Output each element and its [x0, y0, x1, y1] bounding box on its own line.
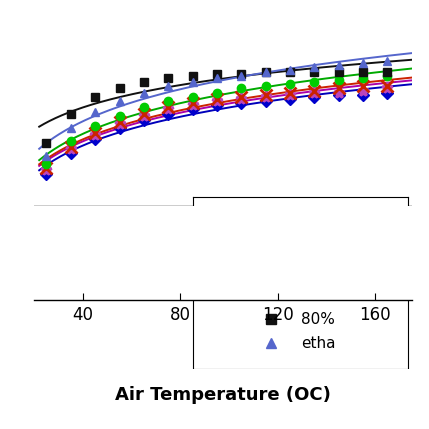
Line: water: water: [42, 88, 392, 178]
etha: [287, 67, 293, 72]
80%: [360, 69, 366, 74]
water: [117, 126, 122, 131]
etha: [312, 65, 317, 70]
60%: [287, 82, 293, 87]
80%: [190, 73, 195, 79]
20%: [360, 88, 366, 93]
etha: [44, 153, 49, 158]
60%: [360, 76, 366, 81]
60%: [214, 90, 220, 95]
80%: [287, 69, 293, 74]
60%: [336, 78, 341, 83]
20%: [312, 90, 317, 95]
40%: [287, 90, 293, 95]
40%: [190, 100, 195, 106]
40%: [214, 97, 220, 102]
water: [141, 118, 146, 123]
etha: [263, 69, 268, 74]
80%: [336, 69, 341, 74]
40%: [263, 92, 268, 97]
etha: [93, 109, 98, 114]
20%: [239, 97, 244, 102]
etha: [190, 80, 195, 85]
80%: [93, 94, 98, 100]
60%: [141, 105, 146, 110]
water: [190, 107, 195, 112]
water: [68, 151, 73, 156]
80%: [239, 71, 244, 76]
60%: [263, 84, 268, 89]
Line: 40%: 40%: [41, 81, 393, 174]
20%: [385, 86, 390, 91]
80%: [166, 76, 171, 81]
water: [312, 94, 317, 100]
20%: [44, 168, 49, 173]
80%: [44, 140, 49, 145]
40%: [117, 119, 122, 124]
60%: [239, 86, 244, 91]
40%: [360, 84, 366, 89]
40%: [93, 130, 98, 135]
40%: [385, 84, 390, 89]
80%: [312, 69, 317, 74]
etha: [360, 61, 366, 66]
water: [44, 172, 49, 177]
Line: etha: etha: [42, 57, 392, 160]
Line: 60%: 60%: [42, 72, 392, 168]
etha: [117, 99, 122, 104]
80%: [117, 86, 122, 91]
80%: [263, 69, 268, 74]
20%: [93, 132, 98, 137]
water: [166, 111, 171, 116]
60%: [117, 113, 122, 118]
20%: [117, 121, 122, 127]
water: [214, 103, 220, 108]
etha: [336, 63, 341, 68]
etha: [166, 84, 171, 89]
water: [239, 100, 244, 106]
60%: [312, 80, 317, 85]
water: [360, 92, 366, 97]
water: [263, 99, 268, 104]
water: [385, 90, 390, 95]
water: [93, 136, 98, 142]
20%: [141, 113, 146, 118]
60%: [93, 124, 98, 129]
20%: [68, 147, 73, 152]
40%: [239, 94, 244, 100]
60%: [68, 138, 73, 143]
60%: [44, 161, 49, 166]
etha: [214, 76, 220, 81]
etha: [141, 90, 146, 95]
Line: 80%: 80%: [42, 67, 392, 147]
60%: [385, 73, 390, 79]
80%: [214, 71, 220, 76]
20%: [263, 94, 268, 100]
40%: [44, 166, 49, 171]
Legend: water, 20%, 40%, 60%, 80%, etha: water, 20%, 40%, 60%, 80%, etha: [243, 203, 357, 363]
80%: [68, 111, 73, 116]
water: [336, 92, 341, 97]
20%: [166, 107, 171, 112]
80%: [141, 80, 146, 85]
Line: 20%: 20%: [41, 83, 393, 176]
40%: [68, 145, 73, 150]
40%: [312, 88, 317, 93]
water: [287, 97, 293, 102]
20%: [336, 90, 341, 95]
etha: [68, 126, 73, 131]
20%: [214, 99, 220, 104]
20%: [190, 103, 195, 108]
40%: [336, 86, 341, 91]
40%: [141, 111, 146, 116]
60%: [190, 94, 195, 100]
etha: [239, 73, 244, 79]
Text: Air Temperature (OC): Air Temperature (OC): [115, 386, 331, 404]
etha: [385, 59, 390, 64]
40%: [166, 105, 171, 110]
80%: [385, 69, 390, 74]
60%: [166, 99, 171, 104]
20%: [287, 92, 293, 97]
